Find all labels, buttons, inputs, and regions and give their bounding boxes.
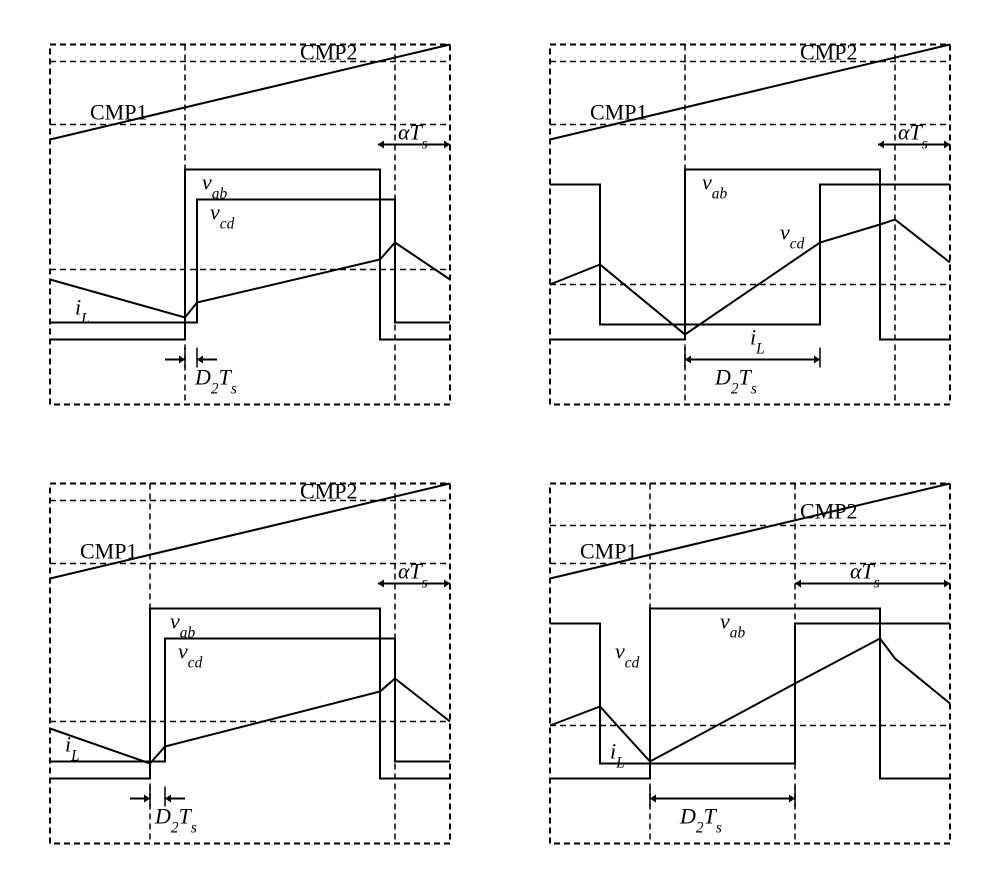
panel-svg: CMP1CMP2vabvcdiLαTsD2Ts [20,20,480,429]
svg-text:vcd: vcd [615,639,640,672]
svg-text:D2Ts: D2Ts [714,365,757,398]
svg-text:CMP1: CMP1 [590,100,647,125]
svg-text:CMP2: CMP2 [800,499,857,524]
svg-text:vab: vab [720,609,745,642]
svg-text:CMP1: CMP1 [80,539,137,564]
svg-text:vcd: vcd [210,200,235,233]
svg-text:vab: vab [202,170,227,203]
figure-grid: CMP1CMP2vabvcdiLαTsD2Ts CMP1CMP2vabvcdiL… [0,0,1000,888]
panel-svg: CMP1CMP2vabvcdiLαTsD2Ts [520,20,980,429]
svg-text:D2Ts: D2Ts [154,804,197,837]
svg-text:vcd: vcd [780,220,805,253]
panel-top-left: CMP1CMP2vabvcdiLαTsD2Ts [20,20,480,429]
panel-bottom-left: CMP1CMP2vabvcdiLαTsD2Ts [20,459,480,868]
svg-text:CMP2: CMP2 [300,40,357,65]
svg-text:CMP2: CMP2 [300,479,357,504]
panel-svg: CMP1CMP2vabvcdiLαTsD2Ts [20,459,480,868]
svg-text:vab: vab [170,609,195,642]
svg-text:iL: iL [610,739,625,772]
panel-bottom-right: CMP1CMP2vabvcdiLαTsD2Ts [520,459,980,868]
svg-text:CMP1: CMP1 [90,100,147,125]
svg-text:vcd: vcd [178,639,203,672]
svg-text:D2Ts: D2Ts [194,365,237,398]
svg-text:D2Ts: D2Ts [679,804,722,837]
svg-text:CMP2: CMP2 [800,40,857,65]
svg-text:CMP1: CMP1 [580,539,637,564]
svg-text:iL: iL [750,325,765,358]
panel-svg: CMP1CMP2vabvcdiLαTsD2Ts [520,459,980,868]
panel-top-right: CMP1CMP2vabvcdiLαTsD2Ts [520,20,980,429]
svg-text:vab: vab [702,170,727,203]
